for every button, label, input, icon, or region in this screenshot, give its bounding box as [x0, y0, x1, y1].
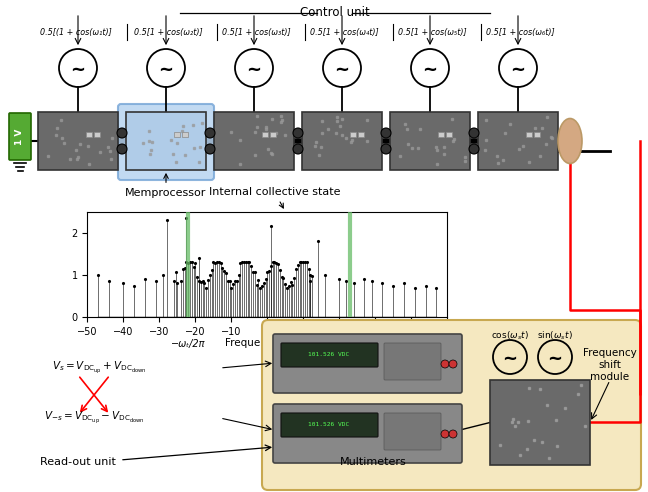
Text: 0.5[1 + cos(ω₃t)]: 0.5[1 + cos(ω₃t)] [222, 28, 290, 36]
FancyBboxPatch shape [384, 343, 441, 380]
Text: 0.5[1 + cos(ω₄t)]: 0.5[1 + cos(ω₄t)] [310, 28, 378, 36]
FancyBboxPatch shape [182, 132, 188, 137]
Circle shape [469, 144, 479, 154]
FancyBboxPatch shape [534, 132, 540, 137]
FancyBboxPatch shape [446, 132, 452, 137]
FancyBboxPatch shape [262, 320, 641, 490]
FancyBboxPatch shape [273, 404, 462, 463]
FancyBboxPatch shape [478, 112, 558, 170]
Text: 1 V: 1 V [16, 128, 25, 145]
Circle shape [381, 144, 391, 154]
FancyBboxPatch shape [358, 132, 364, 137]
Text: 0.5[1 + cos(ω₂t)]: 0.5[1 + cos(ω₂t)] [133, 28, 202, 36]
FancyBboxPatch shape [350, 132, 356, 137]
Text: $\sin(\omega_s t)$: $\sin(\omega_s t)$ [537, 330, 573, 342]
X-axis label: Frequency (kHz): Frequency (kHz) [225, 338, 310, 348]
Text: Read-out unit: Read-out unit [40, 457, 116, 467]
Text: ~: ~ [548, 349, 562, 368]
FancyBboxPatch shape [302, 112, 382, 170]
FancyBboxPatch shape [490, 380, 590, 465]
FancyBboxPatch shape [262, 132, 268, 137]
Text: ~: ~ [502, 349, 518, 368]
FancyBboxPatch shape [390, 112, 470, 170]
FancyBboxPatch shape [94, 132, 100, 137]
FancyBboxPatch shape [270, 132, 276, 137]
Circle shape [449, 430, 457, 438]
Text: ~: ~ [246, 61, 262, 79]
Text: ~: ~ [511, 61, 526, 79]
Text: Internal collective state: Internal collective state [209, 187, 340, 208]
Circle shape [441, 430, 449, 438]
FancyBboxPatch shape [214, 112, 294, 170]
Text: Control unit: Control unit [300, 6, 370, 20]
Circle shape [441, 360, 449, 368]
Text: Multimeters: Multimeters [340, 457, 406, 467]
Circle shape [469, 128, 479, 138]
FancyBboxPatch shape [174, 132, 180, 137]
Text: 101.526 VDC: 101.526 VDC [308, 352, 350, 358]
Circle shape [293, 128, 303, 138]
Text: $V_s = V_{\mathrm{DC_{up}}} + V_{\mathrm{DC_{down}}}$: $V_s = V_{\mathrm{DC_{up}}} + V_{\mathrm… [52, 360, 146, 376]
FancyBboxPatch shape [9, 113, 31, 160]
FancyBboxPatch shape [526, 132, 532, 137]
Circle shape [117, 144, 127, 154]
Text: ~: ~ [422, 61, 437, 79]
Circle shape [449, 360, 457, 368]
Text: 0.5[1 + cos(ω₅t)]: 0.5[1 + cos(ω₅t)] [398, 28, 467, 36]
FancyBboxPatch shape [86, 132, 92, 137]
Text: 101.526 VDC: 101.526 VDC [308, 423, 350, 428]
FancyBboxPatch shape [38, 112, 118, 170]
Text: $V_{-s} = V_{\mathrm{DC_{up}}} - V_{\mathrm{DC_{down}}}$: $V_{-s} = V_{\mathrm{DC_{up}}} - V_{\mat… [44, 410, 145, 426]
FancyBboxPatch shape [281, 343, 378, 367]
Text: ωₜ/2π: ωₜ/2π [337, 339, 364, 349]
Text: 0.5[1 + cos(ω₆t)]: 0.5[1 + cos(ω₆t)] [486, 28, 554, 36]
Circle shape [117, 128, 127, 138]
Text: Memprocessor: Memprocessor [125, 174, 207, 198]
Circle shape [293, 144, 303, 154]
FancyBboxPatch shape [273, 334, 462, 393]
Text: ~: ~ [71, 61, 86, 79]
FancyBboxPatch shape [384, 413, 441, 450]
Text: ~: ~ [334, 61, 349, 79]
Circle shape [205, 144, 215, 154]
Ellipse shape [558, 119, 582, 163]
Text: $\cos(\omega_s t)$: $\cos(\omega_s t)$ [491, 330, 529, 342]
FancyBboxPatch shape [438, 132, 444, 137]
Circle shape [205, 128, 215, 138]
Text: −ωₜ/2π: −ωₜ/2π [171, 339, 205, 349]
FancyBboxPatch shape [281, 413, 378, 437]
FancyBboxPatch shape [118, 104, 214, 180]
FancyBboxPatch shape [126, 112, 206, 170]
Text: ~: ~ [159, 61, 174, 79]
Text: Frequency
shift
module: Frequency shift module [583, 348, 637, 382]
Circle shape [381, 128, 391, 138]
Text: 0.5[(1 + cos(ω₁t)]: 0.5[(1 + cos(ω₁t)] [40, 28, 112, 36]
